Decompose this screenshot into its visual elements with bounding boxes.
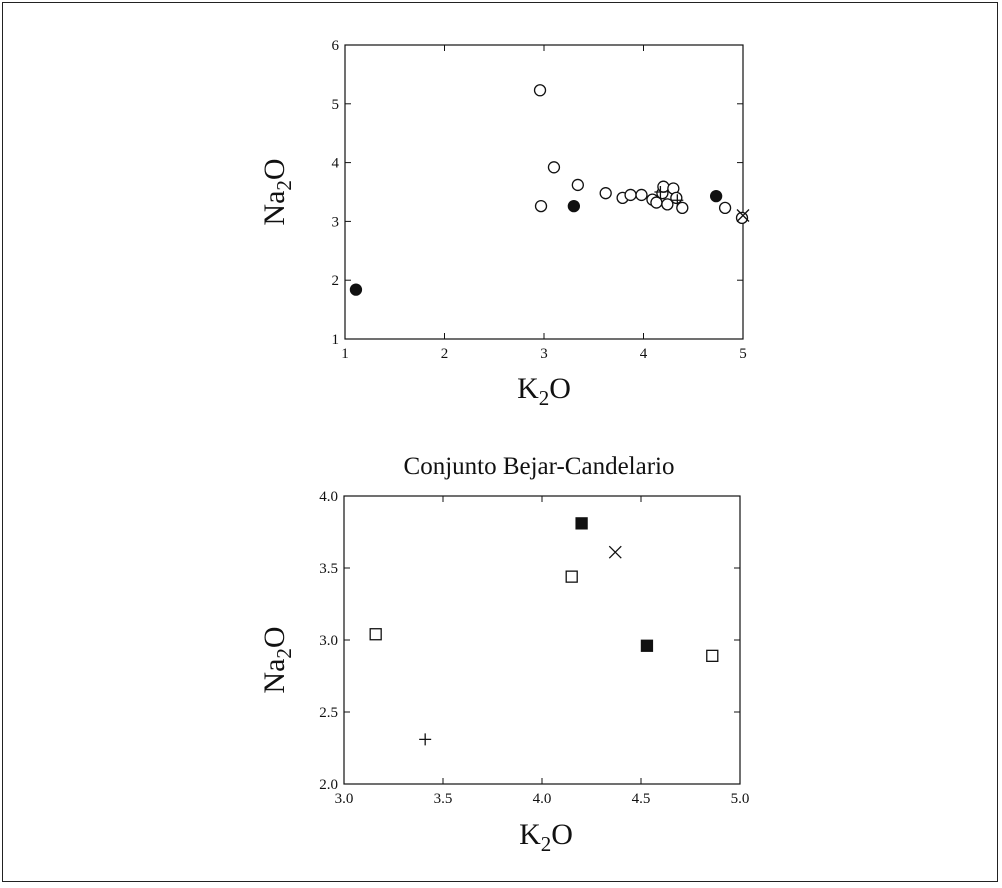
data-point-plus bbox=[419, 733, 432, 746]
x-label-tail: O bbox=[549, 372, 571, 405]
y-label-tail: O bbox=[258, 158, 291, 180]
data-point-open-circle bbox=[657, 180, 670, 193]
x-label-sub: 2 bbox=[539, 386, 550, 410]
x-tick-label: 4.0 bbox=[533, 791, 552, 807]
x-tick-label: 5 bbox=[739, 346, 747, 362]
chart-bottom: Conjunto Bejar-Candelario 3.0 3.5 4.0 4.5 5.… bbox=[258, 453, 749, 856]
y-label-main: Na bbox=[258, 659, 291, 694]
data-point-open-circle bbox=[624, 188, 637, 202]
data-point-plus bbox=[654, 186, 667, 198]
data-point-filled-circle bbox=[709, 189, 723, 203]
y-tick-label: 3.5 bbox=[319, 561, 338, 577]
tick-labels-bottom: 3.0 3.5 4.0 4.5 5.0 2.0 2.5 3.0 3.5 4.0 bbox=[319, 489, 749, 807]
tick-marks-bottom bbox=[343, 495, 741, 785]
data-point-cross bbox=[608, 545, 622, 559]
data-point-plus bbox=[671, 194, 684, 207]
x-tick-label: 4 bbox=[640, 346, 648, 362]
x-tick-label: 2 bbox=[441, 346, 449, 362]
x-tick-label: 1 bbox=[341, 346, 349, 362]
data-point-open-circle bbox=[547, 161, 561, 174]
data-point-open-circle bbox=[718, 201, 732, 215]
y-tick-label: 4 bbox=[332, 156, 340, 172]
x-label-main: K bbox=[517, 372, 539, 405]
y-tick-label: 3 bbox=[332, 214, 340, 230]
data-point-open-circle bbox=[571, 178, 584, 192]
data-point-filled-circle bbox=[567, 199, 580, 213]
x-tick-label: 3.5 bbox=[434, 791, 453, 807]
data-point-open-circle bbox=[599, 187, 612, 200]
x-axis-label-top: K2O bbox=[517, 372, 571, 410]
data-point-open-circle bbox=[635, 188, 648, 202]
y-label-tail: O bbox=[258, 626, 291, 648]
y-tick-label: 2.0 bbox=[319, 777, 338, 793]
x-label-sub: 2 bbox=[541, 832, 552, 856]
data-point-open-circle bbox=[661, 198, 674, 211]
x-axis-label-bottom: K2O bbox=[519, 818, 573, 856]
x-label-tail: O bbox=[551, 818, 573, 851]
chart-title-bottom: Conjunto Bejar-Candelario bbox=[404, 453, 675, 480]
tick-labels-top: 1 2 3 4 5 1 2 3 4 5 6 bbox=[332, 38, 747, 362]
y-tick-label: 4.0 bbox=[319, 489, 338, 505]
y-tick-label: 3.0 bbox=[319, 633, 338, 649]
x-tick-label: 3.0 bbox=[335, 791, 354, 807]
x-tick-label: 4.5 bbox=[632, 791, 651, 807]
y-axis-label-top: Na2O bbox=[258, 158, 296, 225]
x-label-main: K bbox=[519, 818, 541, 851]
data-points-top bbox=[349, 84, 750, 296]
y-label-main: Na bbox=[258, 191, 291, 226]
tick-marks-top bbox=[344, 44, 744, 340]
y-tick-label: 1 bbox=[332, 332, 340, 348]
y-axis-label-bottom: Na2O bbox=[258, 626, 296, 693]
data-points-bottom bbox=[369, 517, 719, 746]
y-tick-label: 5 bbox=[332, 97, 340, 113]
y-tick-label: 2.5 bbox=[319, 705, 338, 721]
y-label-sub: 2 bbox=[272, 180, 296, 191]
data-point-open-circle bbox=[670, 191, 683, 205]
x-tick-label: 3 bbox=[540, 346, 548, 362]
data-point-filled-square bbox=[575, 517, 588, 530]
data-point-filled-circle bbox=[349, 283, 363, 296]
data-point-open-circle bbox=[676, 201, 689, 215]
data-point-open-square bbox=[369, 628, 382, 641]
y-tick-label: 2 bbox=[332, 273, 340, 289]
y-label-sub: 2 bbox=[272, 648, 296, 659]
x-tick-label: 5.0 bbox=[731, 791, 750, 807]
data-point-open-circle bbox=[533, 84, 547, 97]
data-point-filled-square bbox=[640, 639, 654, 652]
data-point-cross bbox=[736, 209, 750, 222]
plot-area-bottom bbox=[343, 495, 741, 785]
data-point-open-square bbox=[565, 570, 578, 583]
data-point-open-circle bbox=[534, 199, 548, 213]
y-tick-label: 6 bbox=[332, 38, 340, 54]
data-point-open-square bbox=[706, 649, 719, 662]
data-point-open-circle bbox=[735, 211, 749, 225]
